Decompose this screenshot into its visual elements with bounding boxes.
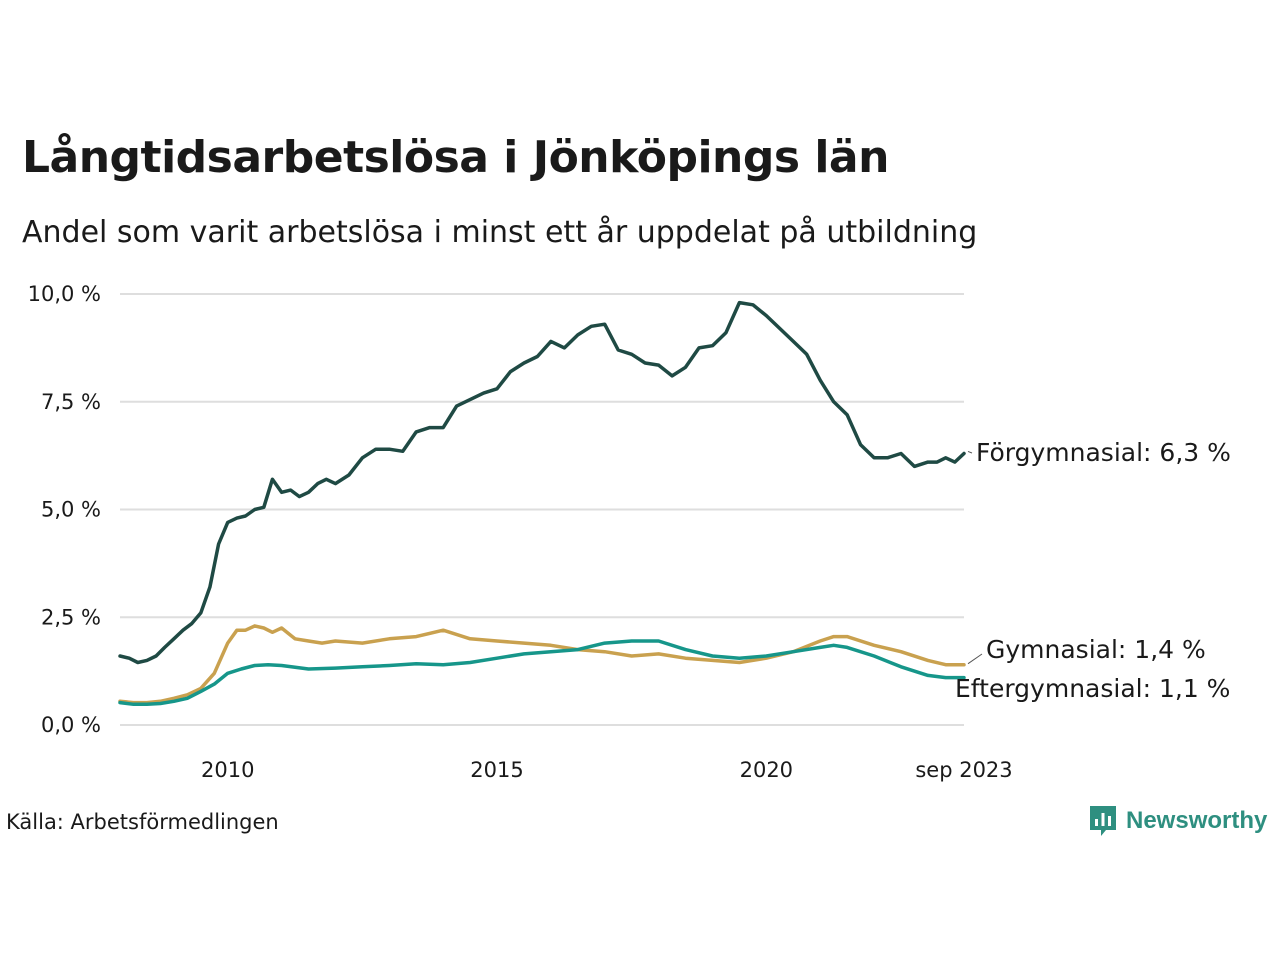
newsworthy-logo-icon <box>1090 806 1116 836</box>
series-line-eftergymnasial <box>118 639 966 707</box>
y-axis-labels: 0,0 % 2,5 % 5,0 % 7,5 % 10,0 % <box>28 282 101 737</box>
y-tick-label: 10,0 % <box>28 282 101 306</box>
y-tick-label: 7,5 % <box>41 390 101 414</box>
x-tick-label: sep 2023 <box>915 758 1012 782</box>
series-line-gymnasial <box>118 624 966 705</box>
y-tick-label: 5,0 % <box>41 498 101 522</box>
brand-name: Newsworthy <box>1126 807 1268 834</box>
label-connector <box>967 451 973 454</box>
end-label-gymnasial: Gymnasial: 1,4 % <box>986 635 1206 664</box>
grid-lines <box>120 293 964 726</box>
x-tick-label: 2010 <box>201 758 254 782</box>
x-axis-labels: 2010 2015 2020 sep 2023 <box>201 758 1013 782</box>
series-lines <box>118 300 966 707</box>
end-label-forgymnasial: Förgymnasial: 6,3 % <box>976 438 1231 467</box>
label-connector <box>967 653 983 665</box>
brand-logo[interactable]: Newsworthy <box>1088 804 1267 838</box>
y-tick-label: 0,0 % <box>41 713 101 737</box>
chart-title: Långtidsarbetslösa i Jönköpings län <box>22 132 889 183</box>
end-labels: Förgymnasial: 6,3 % Gymnasial: 1,4 % Efter… <box>955 438 1231 703</box>
source-note: Källa: Arbetsförmedlingen <box>6 810 279 834</box>
end-label-eftergymnasial: Eftergymnasial: 1,1 % <box>955 674 1230 703</box>
y-tick-label: 2,5 % <box>41 605 101 629</box>
chart-subtitle: Andel som varit arbetslösa i minst ett å… <box>22 215 978 250</box>
x-tick-label: 2020 <box>740 758 793 782</box>
series-line-forgymnasial <box>118 300 966 665</box>
x-tick-label: 2015 <box>470 758 523 782</box>
